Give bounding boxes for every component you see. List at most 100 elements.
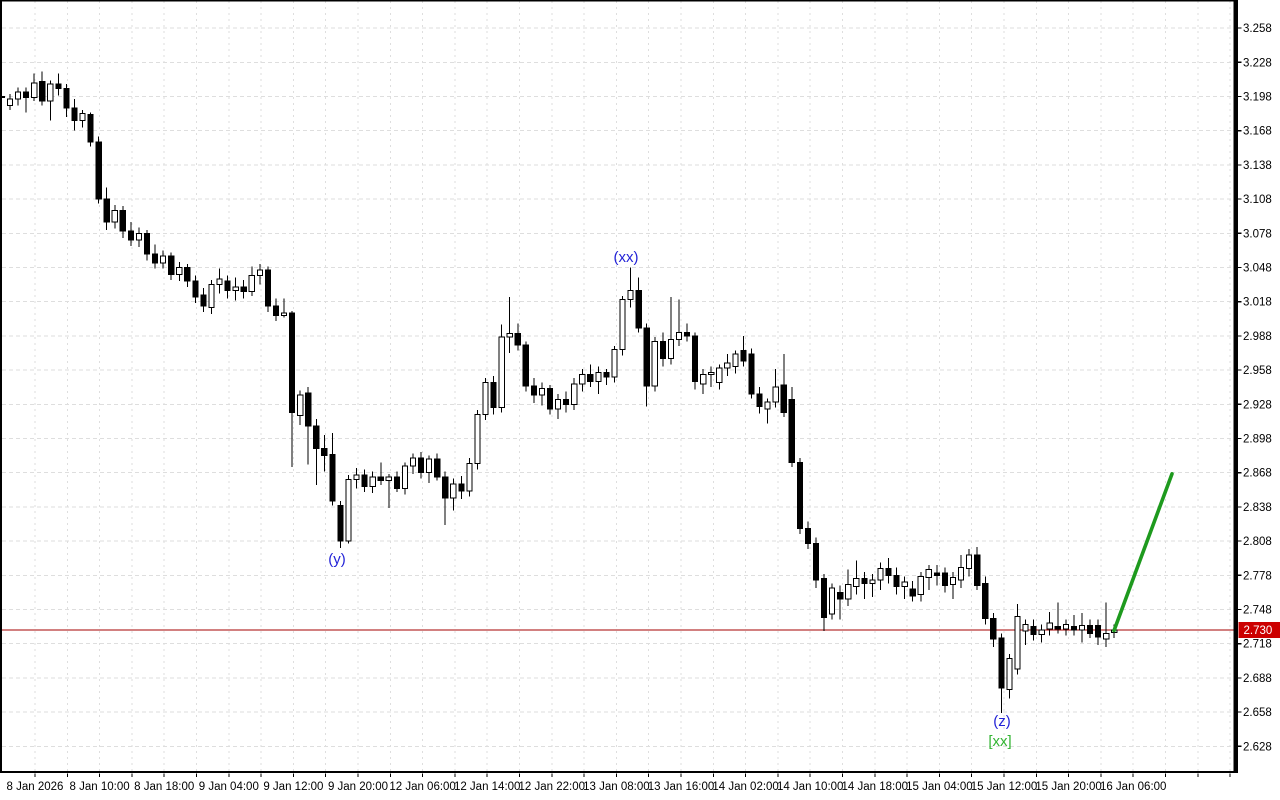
candle (909, 580, 916, 602)
candle (409, 453, 417, 474)
candle (14, 87, 22, 106)
price-tick-label: 3.048 (1243, 262, 1272, 274)
candle (401, 462, 409, 495)
candle (579, 368, 586, 392)
candle (151, 244, 159, 269)
candle (353, 468, 360, 489)
candle (498, 324, 505, 413)
candle (724, 354, 731, 376)
time-tick-label: 9 Jan 04:00 (199, 781, 259, 793)
candle (23, 87, 30, 113)
candle (933, 565, 940, 586)
price-tick-label: 2.778 (1243, 570, 1272, 582)
wave-label-y[interactable]: (y) (328, 551, 346, 568)
candle (168, 252, 175, 281)
price-tick-label: 3.138 (1243, 160, 1272, 172)
price-tick-label: 2.718 (1243, 639, 1272, 651)
candle (675, 299, 683, 347)
candle (667, 297, 675, 365)
candle (135, 227, 143, 247)
candle (426, 455, 433, 483)
svg-text:(xx): (xx) (614, 249, 639, 266)
candle (248, 266, 255, 296)
candle (160, 250, 167, 269)
candle (442, 471, 449, 526)
trend-line-object[interactable] (1112, 472, 1174, 633)
candle (627, 267, 634, 308)
candle (869, 574, 876, 597)
wave-label-xx[interactable]: (xx) (614, 249, 639, 266)
wave-label-z[interactable]: (z) (993, 713, 1011, 730)
candle (587, 364, 594, 388)
candle (1062, 619, 1069, 636)
candle (522, 341, 529, 392)
time-tick-label: 12 Jan 06:00 (389, 781, 456, 793)
candle (853, 560, 860, 595)
candle (788, 387, 795, 467)
candle (47, 80, 54, 121)
candle (1038, 624, 1045, 643)
candle (87, 112, 94, 147)
time-tick-label: 9 Jan 20:00 (328, 781, 388, 793)
candle (635, 277, 642, 333)
candle (772, 368, 779, 408)
candle (256, 264, 263, 285)
candle (659, 332, 666, 367)
candle (820, 574, 828, 632)
candle (103, 187, 110, 230)
candle (482, 378, 489, 421)
candle (1054, 602, 1061, 634)
candle (837, 585, 844, 620)
candle (458, 476, 465, 499)
candle (893, 567, 900, 595)
candle (990, 612, 997, 648)
time-tick-label: 15 Jan 12:00 (971, 781, 1038, 793)
price-tick-label: 2.898 (1243, 433, 1272, 445)
candle (208, 280, 215, 315)
candle (796, 457, 803, 535)
candle (39, 71, 46, 106)
candle (974, 546, 981, 591)
candle (127, 221, 135, 246)
wave-label-xx[interactable]: [xx] (988, 733, 1011, 750)
candle (71, 98, 78, 131)
price-tick-label: 3.228 (1243, 57, 1272, 69)
price-tick-label: 3.198 (1243, 91, 1272, 103)
time-tick-label: 14 Jan 18:00 (842, 781, 909, 793)
price-tick-label: 3.108 (1243, 194, 1272, 206)
price-tick-label: 3.258 (1243, 23, 1272, 35)
candle (264, 266, 272, 312)
candle (829, 583, 836, 620)
time-axis: 8 Jan 2026 8 Jan 10:00 8 Jan 18:00 9 Jan 04… (0, 771, 1238, 793)
candle (55, 73, 62, 96)
candle (289, 310, 296, 467)
candle (79, 110, 86, 128)
time-tick-label: 15 Jan 04:00 (906, 781, 973, 793)
time-tick-label: 14 Jan 10:00 (777, 781, 844, 793)
candle (692, 332, 699, 390)
candle (176, 261, 183, 282)
candle (224, 275, 231, 299)
grid-layer (2, 1, 1234, 772)
candle (756, 387, 763, 414)
candle (1095, 619, 1102, 645)
candle (313, 419, 320, 486)
candle (949, 571, 957, 600)
candle (1078, 612, 1086, 643)
price-tick-label: 2.688 (1243, 673, 1272, 685)
candle (764, 398, 771, 424)
price-tick-label: 2.838 (1243, 502, 1272, 514)
candle (925, 565, 932, 591)
candle (812, 537, 820, 588)
candle (804, 521, 812, 550)
candle (506, 297, 513, 353)
candle (1022, 619, 1029, 645)
candle (200, 288, 207, 312)
price-tick-label: 2.628 (1243, 741, 1272, 753)
candle (530, 378, 537, 404)
price-axis-bar (1233, 0, 1238, 772)
candle (748, 348, 755, 399)
candle (651, 337, 658, 392)
candle (514, 323, 521, 351)
